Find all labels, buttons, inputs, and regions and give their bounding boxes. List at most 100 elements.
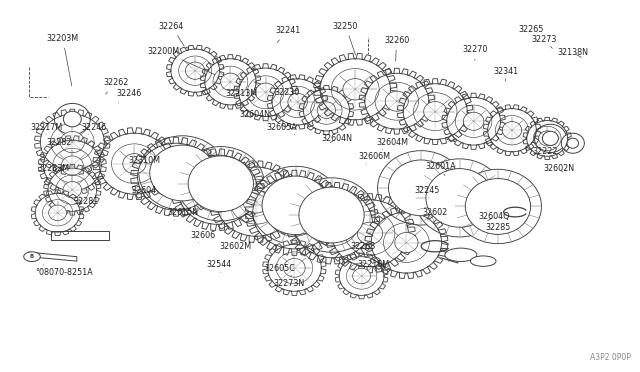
- Ellipse shape: [454, 169, 541, 244]
- Text: 32282: 32282: [46, 138, 72, 147]
- Text: 32602M: 32602M: [220, 242, 252, 254]
- Ellipse shape: [385, 91, 408, 111]
- Text: 32273N: 32273N: [274, 275, 305, 288]
- Ellipse shape: [534, 124, 566, 153]
- Ellipse shape: [186, 62, 205, 79]
- Text: 32602N: 32602N: [543, 164, 575, 173]
- Polygon shape: [314, 53, 397, 125]
- Ellipse shape: [463, 112, 484, 130]
- Ellipse shape: [262, 176, 330, 235]
- Text: 32285: 32285: [485, 223, 511, 235]
- Polygon shape: [96, 147, 464, 263]
- Polygon shape: [268, 75, 328, 129]
- Ellipse shape: [139, 136, 226, 210]
- Text: 32264: 32264: [159, 22, 184, 46]
- Text: B: B: [30, 254, 34, 259]
- Text: 32604: 32604: [131, 186, 157, 198]
- Text: 32601A: 32601A: [425, 162, 456, 176]
- Text: 32604N: 32604N: [239, 110, 270, 122]
- Circle shape: [24, 252, 40, 262]
- Polygon shape: [324, 194, 415, 273]
- Text: 32604Q: 32604Q: [479, 212, 510, 221]
- Ellipse shape: [243, 190, 269, 213]
- Polygon shape: [523, 117, 572, 160]
- Polygon shape: [245, 170, 344, 255]
- Ellipse shape: [426, 169, 493, 227]
- Ellipse shape: [415, 159, 504, 237]
- Polygon shape: [365, 206, 448, 279]
- Text: 32605A: 32605A: [266, 123, 297, 135]
- Polygon shape: [179, 47, 465, 142]
- Text: 32241: 32241: [275, 26, 300, 42]
- Polygon shape: [131, 137, 221, 216]
- Text: 32341: 32341: [493, 67, 518, 81]
- Ellipse shape: [561, 133, 584, 153]
- Ellipse shape: [502, 122, 522, 139]
- Text: 32246: 32246: [82, 123, 107, 135]
- Polygon shape: [359, 68, 435, 134]
- Text: 32606: 32606: [191, 231, 216, 243]
- Ellipse shape: [539, 131, 556, 146]
- Text: 32605C: 32605C: [265, 264, 296, 276]
- Ellipse shape: [163, 166, 189, 188]
- Text: 32263: 32263: [351, 242, 376, 254]
- Text: °08070-8251A: °08070-8251A: [35, 265, 93, 277]
- Ellipse shape: [445, 248, 477, 262]
- Text: 32260: 32260: [384, 36, 409, 61]
- Ellipse shape: [317, 102, 335, 118]
- Ellipse shape: [388, 160, 454, 216]
- Text: 32283M: 32283M: [37, 164, 69, 176]
- Polygon shape: [166, 45, 224, 96]
- Ellipse shape: [123, 154, 146, 174]
- Polygon shape: [483, 105, 541, 155]
- Polygon shape: [209, 161, 303, 243]
- Polygon shape: [35, 109, 110, 175]
- Text: 32218M: 32218M: [357, 260, 389, 269]
- Text: A3P2 0P0P: A3P2 0P0P: [589, 353, 630, 362]
- Text: 32230: 32230: [275, 88, 300, 101]
- Text: 32273: 32273: [531, 35, 557, 48]
- Text: 32615N: 32615N: [168, 208, 199, 220]
- Polygon shape: [234, 64, 297, 121]
- Ellipse shape: [378, 151, 465, 225]
- Ellipse shape: [465, 179, 531, 234]
- Ellipse shape: [288, 93, 307, 111]
- Ellipse shape: [299, 187, 364, 243]
- Text: 32250: 32250: [333, 22, 358, 55]
- Ellipse shape: [320, 212, 346, 235]
- Polygon shape: [38, 136, 106, 195]
- Text: 32270: 32270: [462, 45, 488, 60]
- Polygon shape: [335, 253, 388, 299]
- Polygon shape: [93, 128, 176, 200]
- Ellipse shape: [205, 178, 230, 201]
- Ellipse shape: [63, 111, 81, 127]
- Polygon shape: [442, 93, 505, 150]
- Text: 32213M: 32213M: [225, 89, 257, 104]
- Ellipse shape: [343, 78, 367, 100]
- Text: 32203M: 32203M: [47, 34, 79, 86]
- Ellipse shape: [177, 147, 264, 221]
- Text: 32222: 32222: [532, 147, 558, 159]
- Polygon shape: [397, 78, 473, 144]
- Ellipse shape: [255, 83, 276, 102]
- Text: 32604M: 32604M: [376, 138, 408, 150]
- Ellipse shape: [251, 166, 340, 244]
- Ellipse shape: [188, 156, 253, 212]
- Text: 32544: 32544: [206, 260, 232, 272]
- Ellipse shape: [288, 178, 375, 252]
- Ellipse shape: [353, 268, 371, 284]
- Ellipse shape: [150, 145, 215, 201]
- Ellipse shape: [470, 256, 496, 266]
- Text: 32245: 32245: [415, 186, 440, 198]
- Text: 32217M: 32217M: [31, 123, 63, 135]
- Ellipse shape: [567, 138, 579, 148]
- Text: 32246: 32246: [116, 89, 141, 103]
- Ellipse shape: [284, 259, 305, 277]
- Ellipse shape: [395, 232, 418, 253]
- Polygon shape: [51, 231, 109, 240]
- Polygon shape: [29, 252, 77, 261]
- Polygon shape: [286, 182, 380, 264]
- Text: 32262: 32262: [104, 78, 129, 94]
- Ellipse shape: [49, 205, 67, 221]
- Polygon shape: [200, 55, 260, 109]
